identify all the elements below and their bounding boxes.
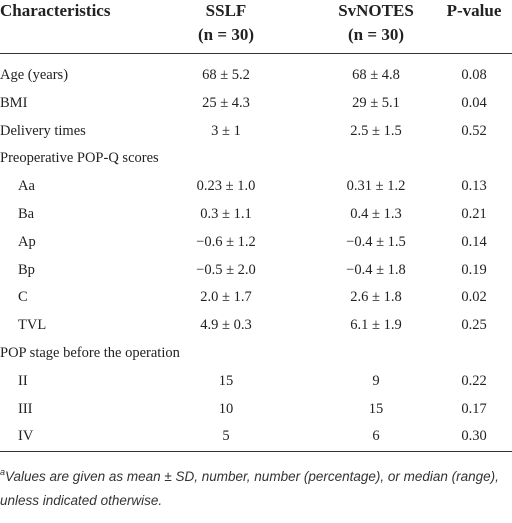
header-cell: (n = 30) <box>198 25 254 44</box>
row-label: Aa <box>18 178 35 195</box>
data-cell: 0.4 ± 1.3 <box>350 206 402 222</box>
header-cell: P-value <box>446 1 502 20</box>
data-cell: 9 <box>372 372 380 389</box>
row-label: Ap <box>18 233 36 250</box>
data-cell: 2.5 ± 1.5 <box>350 122 402 139</box>
data-cell: 29 ± 5.1 <box>352 94 400 111</box>
section-label: Preoperative POP-Q scores <box>0 150 159 167</box>
data-cell: 15 <box>218 372 234 389</box>
data-cell: 0.02 <box>461 289 487 306</box>
footnote-text: Values are given as mean ± SD, number, n… <box>0 469 499 508</box>
row-label: Bp <box>18 261 35 278</box>
data-cell: 0.22 <box>461 372 487 389</box>
data-cell: 2.6 ± 1.8 <box>350 289 402 306</box>
header-rule <box>0 53 512 54</box>
row-label: III <box>18 400 33 417</box>
data-cell: 0.25 <box>461 317 487 334</box>
data-cell: 5 <box>222 428 230 445</box>
footnote: aValues are given as mean ± SD, number, … <box>0 465 512 513</box>
data-cell: 0.08 <box>461 67 487 83</box>
row-label: C <box>18 289 28 306</box>
data-cell: 25 ± 4.3 <box>202 94 250 111</box>
header-cell: (n = 30) <box>348 25 404 44</box>
data-cell: 0.23 ± 1.0 <box>196 178 256 195</box>
data-cell: 0.19 <box>461 261 487 278</box>
row-label: II <box>18 372 28 389</box>
row-label: Delivery times <box>0 122 86 139</box>
data-cell: 0.17 <box>461 400 487 417</box>
data-cell: 0.30 <box>461 428 487 445</box>
footnote-marker: a <box>0 467 6 477</box>
data-cell: 0.21 <box>461 206 487 222</box>
row-label: BMI <box>0 94 28 111</box>
data-cell: 4.9 ± 0.3 <box>200 317 252 334</box>
data-cell: 68 ± 4.8 <box>352 67 400 83</box>
data-cell: 6 <box>372 428 380 445</box>
data-cell: 15 <box>368 400 384 417</box>
bottom-rule <box>0 451 512 453</box>
data-cell: −0.5 ± 2.0 <box>196 261 256 278</box>
header-cell: SvNOTES <box>338 1 414 20</box>
data-cell: 0.14 <box>461 233 487 250</box>
data-cell: 6.1 ± 1.9 <box>350 317 402 334</box>
data-cell: −0.6 ± 1.2 <box>196 233 256 250</box>
data-cell: 2.0 ± 1.7 <box>200 289 252 306</box>
data-cell: 0.52 <box>461 122 487 139</box>
data-cell: 3 ± 1 <box>211 122 241 139</box>
data-cell: 0.13 <box>461 178 487 195</box>
section-label: POP stage before the operation <box>0 345 180 361</box>
header-cell: SSLF <box>205 1 247 20</box>
row-label: Age (years) <box>0 67 69 83</box>
data-cell: 68 ± 5.2 <box>202 67 250 83</box>
data-cell: 0.04 <box>461 94 487 111</box>
header-cell: Characteristics <box>0 1 111 20</box>
row-label: Ba <box>18 206 35 222</box>
row-label: IV <box>18 428 34 445</box>
data-cell: −0.4 ± 1.8 <box>346 261 406 278</box>
data-cell: 0.3 ± 1.1 <box>200 206 252 222</box>
data-cell: 10 <box>218 400 234 417</box>
data-cell: −0.4 ± 1.5 <box>346 233 406 250</box>
row-label: TVL <box>18 317 47 334</box>
data-cell: 0.31 ± 1.2 <box>346 178 406 195</box>
